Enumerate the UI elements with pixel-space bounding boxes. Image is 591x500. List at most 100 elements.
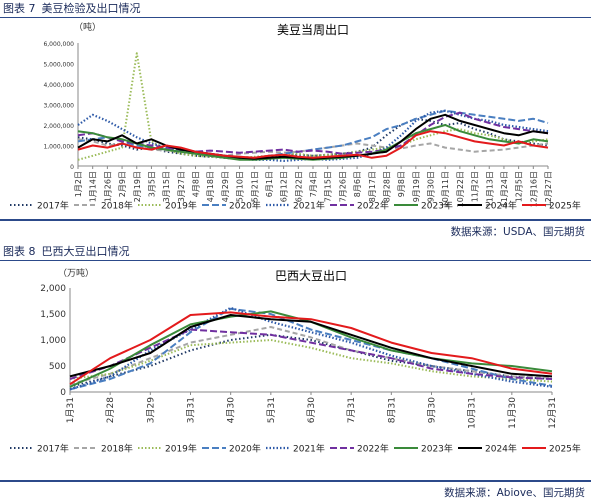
br-y-tick-label: 1,500 <box>40 310 66 320</box>
br-legend-label: 2021年 <box>293 443 325 455</box>
br-unit-label: （万吨） <box>58 267 94 279</box>
us-legend-label: 2025年 <box>549 200 581 212</box>
us-x-tick-label: 7月26日 <box>338 171 347 202</box>
br-x-tick-label: 12月31 <box>547 397 558 429</box>
br-x-tick-label: 3月31 <box>186 397 197 423</box>
us-x-tick-label: 8月6日 <box>353 171 362 197</box>
figure-7-rule <box>0 219 591 221</box>
us-x-tick-label: 7月4日 <box>309 171 318 197</box>
us-legend-label: 2019年 <box>165 200 197 212</box>
us-y-tick-label: 5,000,000 <box>43 62 74 69</box>
us-x-tick-label: 12月27日 <box>544 171 553 207</box>
us-x-tick-label: 11月24日 <box>500 171 509 207</box>
br-x-tick-label: 7月31 <box>346 397 357 423</box>
us-x-tick-label: 12月5日 <box>515 171 524 202</box>
br-legend-label: 2018年 <box>101 443 133 455</box>
us-legend-label: 2017年 <box>37 200 69 212</box>
us-x-tick-label: 9月30日 <box>427 171 436 202</box>
br-legend-label: 2024年 <box>485 443 517 455</box>
us-x-tick-label: 7月15日 <box>324 171 333 202</box>
br-x-tick-label: 8月31 <box>386 397 397 423</box>
us-legend-label: 2024年 <box>485 200 517 212</box>
us-x-tick-label: 4月18日 <box>206 171 215 202</box>
us-series-line-2018年 <box>77 138 549 157</box>
br-y-tick-label: 2,000 <box>40 284 66 294</box>
br-x-tick-label: 4月30 <box>226 397 237 423</box>
figure-7-number: 图表 7 <box>3 2 36 15</box>
br-series-line-2020年 <box>69 307 553 391</box>
br-series-line-2022年 <box>69 328 553 380</box>
us-legend-label: 2020年 <box>229 200 261 212</box>
br-x-tick-label: 10月31 <box>467 397 478 429</box>
us-x-tick-label: 9月8日 <box>397 171 406 197</box>
us-x-tick-label: 3月27日 <box>177 171 186 202</box>
us-x-tick-label: 5月21日 <box>250 171 259 202</box>
us-series-line-2022年 <box>77 111 549 155</box>
us-legend-label: 2022年 <box>357 200 389 212</box>
figure-8-number: 图表 8 <box>3 245 36 258</box>
us-x-tick-label: 3月5日 <box>147 171 156 197</box>
us-series-line-2020年 <box>77 109 549 159</box>
us-series-line-2021年 <box>77 109 549 162</box>
us-y-tick-label: 4,000,000 <box>43 82 74 89</box>
us-y-tick-label: 6,000,000 <box>43 41 74 48</box>
us-x-tick-label: 8月28日 <box>382 171 391 202</box>
us-x-tick-label: 6月12日 <box>280 171 289 202</box>
br-y-tick-label: 0 <box>60 388 66 398</box>
br-series-line-2018年 <box>69 326 553 386</box>
us-legend-label: 2021年 <box>293 200 325 212</box>
us-soybean-weekly-export-chart: 美豆当周出口 （吨） 0 1,000,000 2,000,000 3,000,000 4,0… <box>10 21 581 212</box>
us-x-tick-label: 9月19日 <box>412 171 421 202</box>
us-y-tick-label: 2,000,000 <box>43 123 74 130</box>
figure-8-title: 巴西大豆出口情况 <box>41 245 130 258</box>
br-y-tick-label: 1,000 <box>40 336 66 346</box>
figure-8-rule <box>0 480 591 482</box>
br-x-tick-label: 11月30 <box>507 397 518 429</box>
br-x-tick-label: 5月31 <box>266 397 277 423</box>
br-legend-label: 2022年 <box>357 443 389 455</box>
br-x-tick-label: 2月28 <box>105 397 116 423</box>
us-x-tick-label: 5月10日 <box>236 171 245 202</box>
us-x-tick-label: 4月8日 <box>192 171 201 197</box>
us-legend-label: 2018年 <box>101 200 133 212</box>
br-legend-label: 2023年 <box>421 443 453 455</box>
us-series-line-2019年 <box>77 52 549 161</box>
us-y-tick-label: 3,000,000 <box>43 103 74 110</box>
us-x-tick-label: 2月19日 <box>133 171 142 202</box>
us-y-tick-label: 1,000,000 <box>43 144 74 151</box>
figure-7-source: 数据来源：USDA、国元期货 <box>450 226 585 238</box>
br-legend-label: 2019年 <box>165 443 197 455</box>
us-x-tick-label: 1月26日 <box>103 171 112 202</box>
brazil-soybean-export-chart: 巴西大豆出口 （万吨） 0 500 1,000 1,500 2,000 1月31 2月28 3月2… <box>10 267 581 455</box>
br-legend-label: 2025年 <box>549 443 581 455</box>
us-x-tick-label: 8月17日 <box>368 171 377 202</box>
figure-7-title: 美豆检验及出口情况 <box>41 2 141 15</box>
us-x-tick-label: 1月14日 <box>89 171 98 202</box>
br-series-line-2025年 <box>69 311 553 386</box>
br-y-tick-label: 500 <box>49 362 66 372</box>
us-x-tick-label: 4月29日 <box>221 171 230 202</box>
br-x-tick-label: 3月29 <box>145 397 156 423</box>
us-x-tick-label: 6月22日 <box>294 171 303 202</box>
us-series-line-2025年 <box>77 130 549 159</box>
us-x-tick-label: 11月2日 <box>471 171 480 202</box>
br-x-tick-label: 6月30 <box>306 397 317 423</box>
us-x-tick-label: 1月2日 <box>74 171 83 197</box>
us-x-tick-label: 6月1日 <box>265 171 274 197</box>
us-x-tick-label: 11月13日 <box>485 171 494 207</box>
br-series-line-2017年 <box>69 333 553 388</box>
us-x-tick-label: 3月15日 <box>162 171 171 202</box>
br-legend-label: 2020年 <box>229 443 261 455</box>
br-series-line-2019年 <box>69 339 553 383</box>
br-chart-title: 巴西大豆出口 <box>275 269 347 283</box>
us-x-tick-label: 10月11日 <box>441 171 450 207</box>
br-x-tick-label: 9月30 <box>427 397 438 423</box>
us-x-tick-label: 2月9日 <box>118 171 127 197</box>
figure-8-header: 图表 8 巴西大豆出口情况 <box>0 243 591 261</box>
br-x-tick-label: 1月31 <box>65 397 76 423</box>
figure-8-source: 数据来源：Abiove、国元期货 <box>444 487 585 499</box>
br-legend-label: 2017年 <box>37 443 69 455</box>
us-x-tick-label: 10月22日 <box>456 171 465 207</box>
br-series-line-2024年 <box>69 314 553 378</box>
us-y-tick-label: 0 <box>70 164 74 171</box>
